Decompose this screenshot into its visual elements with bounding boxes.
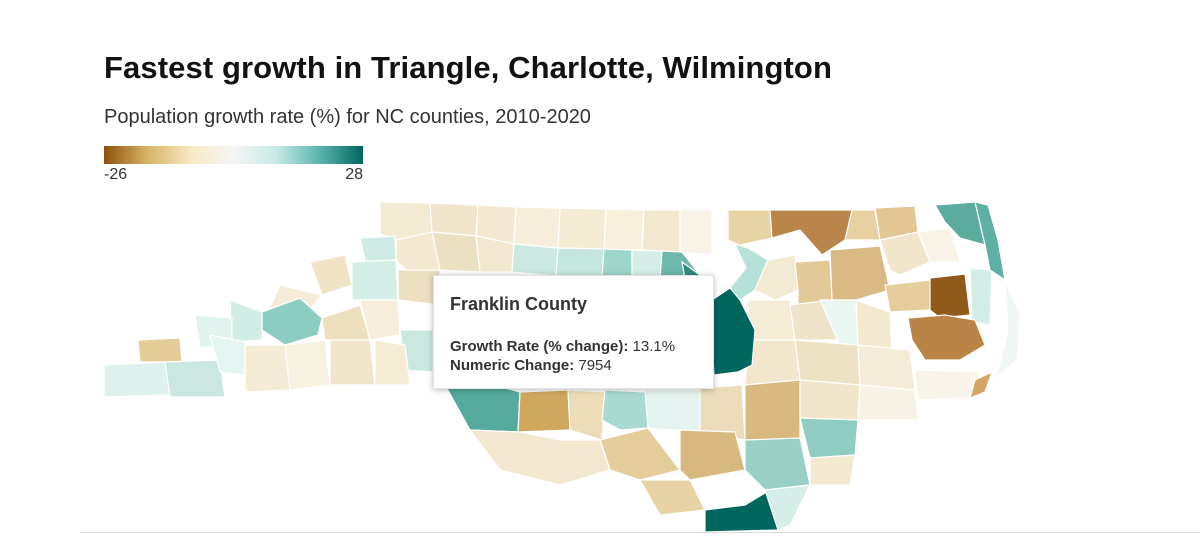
- county-shape[interactable]: [907, 314, 986, 361]
- county-shape[interactable]: [284, 339, 331, 391]
- county-shape[interactable]: [431, 231, 481, 273]
- county-shape[interactable]: [729, 243, 769, 301]
- county-shape[interactable]: [555, 247, 605, 279]
- county-shape[interactable]: [857, 344, 916, 391]
- county-shape[interactable]: [679, 209, 713, 256]
- tooltip-change-label: Numeric Change:: [450, 357, 575, 374]
- county-shape[interactable]: [879, 231, 931, 276]
- county-shape[interactable]: [799, 417, 859, 459]
- county-shape[interactable]: [329, 339, 376, 386]
- legend-max-label: 28: [345, 166, 363, 183]
- county-shape[interactable]: [244, 344, 291, 393]
- legend-gradient-bar: [104, 146, 363, 164]
- county-shape[interactable]: [744, 437, 811, 491]
- county-shape[interactable]: [857, 384, 919, 421]
- county-shape[interactable]: [513, 206, 561, 249]
- county-shape[interactable]: [309, 254, 353, 296]
- county-shape[interactable]: [599, 427, 682, 481]
- county-shape[interactable]: [933, 201, 986, 246]
- legend-min-label: -26: [104, 166, 128, 183]
- county-tooltip: Franklin County Growth Rate (% change): …: [433, 275, 714, 389]
- county-shape[interactable]: [429, 202, 479, 237]
- county-shape[interactable]: [641, 209, 681, 253]
- chart-title: Fastest growth in Triangle, Charlotte, W…: [104, 50, 832, 85]
- tooltip-change-row: Numeric Change: 7954: [450, 356, 697, 375]
- map-baseline: [80, 532, 1200, 533]
- color-legend: -26 28: [104, 146, 363, 184]
- county-shape[interactable]: [929, 273, 971, 319]
- county-shape[interactable]: [103, 361, 171, 398]
- county-shape[interactable]: [969, 267, 993, 326]
- county-shape[interactable]: [794, 339, 861, 386]
- tooltip-growth-label: Growth Rate (% change):: [450, 338, 629, 355]
- tooltip-county-name: Franklin County: [450, 294, 588, 314]
- tooltip-change-value: 7954: [578, 357, 612, 374]
- county-shape[interactable]: [511, 243, 559, 277]
- county-shape[interactable]: [744, 379, 801, 441]
- county-shape[interactable]: [984, 279, 1021, 393]
- county-shape[interactable]: [917, 227, 961, 263]
- county-shape[interactable]: [567, 389, 606, 441]
- county-shape[interactable]: [829, 245, 891, 301]
- tooltip-growth-row: Growth Rate (% change): 13.1%: [450, 337, 697, 356]
- county-shape[interactable]: [374, 339, 411, 386]
- county-shape[interactable]: [884, 279, 933, 313]
- county-shape[interactable]: [468, 429, 611, 486]
- tooltip-growth-value: 13.1%: [632, 338, 676, 355]
- county-shape[interactable]: [727, 209, 773, 246]
- county-shape[interactable]: [137, 337, 183, 363]
- county-shape[interactable]: [799, 379, 861, 421]
- county-shape[interactable]: [794, 259, 833, 306]
- county-shape[interactable]: [769, 209, 853, 256]
- county-shape[interactable]: [914, 369, 981, 401]
- county-shape[interactable]: [164, 359, 226, 398]
- county-shape[interactable]: [679, 429, 746, 481]
- county-shape[interactable]: [638, 479, 706, 516]
- county-shape[interactable]: [601, 389, 649, 431]
- county-shape[interactable]: [229, 299, 263, 343]
- chart-subtitle: Population growth rate (%) for NC counti…: [104, 106, 591, 128]
- county-shape[interactable]: [809, 454, 856, 486]
- county-shape[interactable]: [603, 208, 645, 251]
- county-shape[interactable]: [351, 259, 399, 301]
- county-shape[interactable]: [517, 389, 571, 433]
- county-shape[interactable]: [764, 484, 812, 531]
- county-shape[interactable]: [754, 254, 799, 301]
- county-shape[interactable]: [359, 299, 401, 341]
- county-shape[interactable]: [557, 207, 607, 250]
- county-shape[interactable]: [644, 389, 701, 433]
